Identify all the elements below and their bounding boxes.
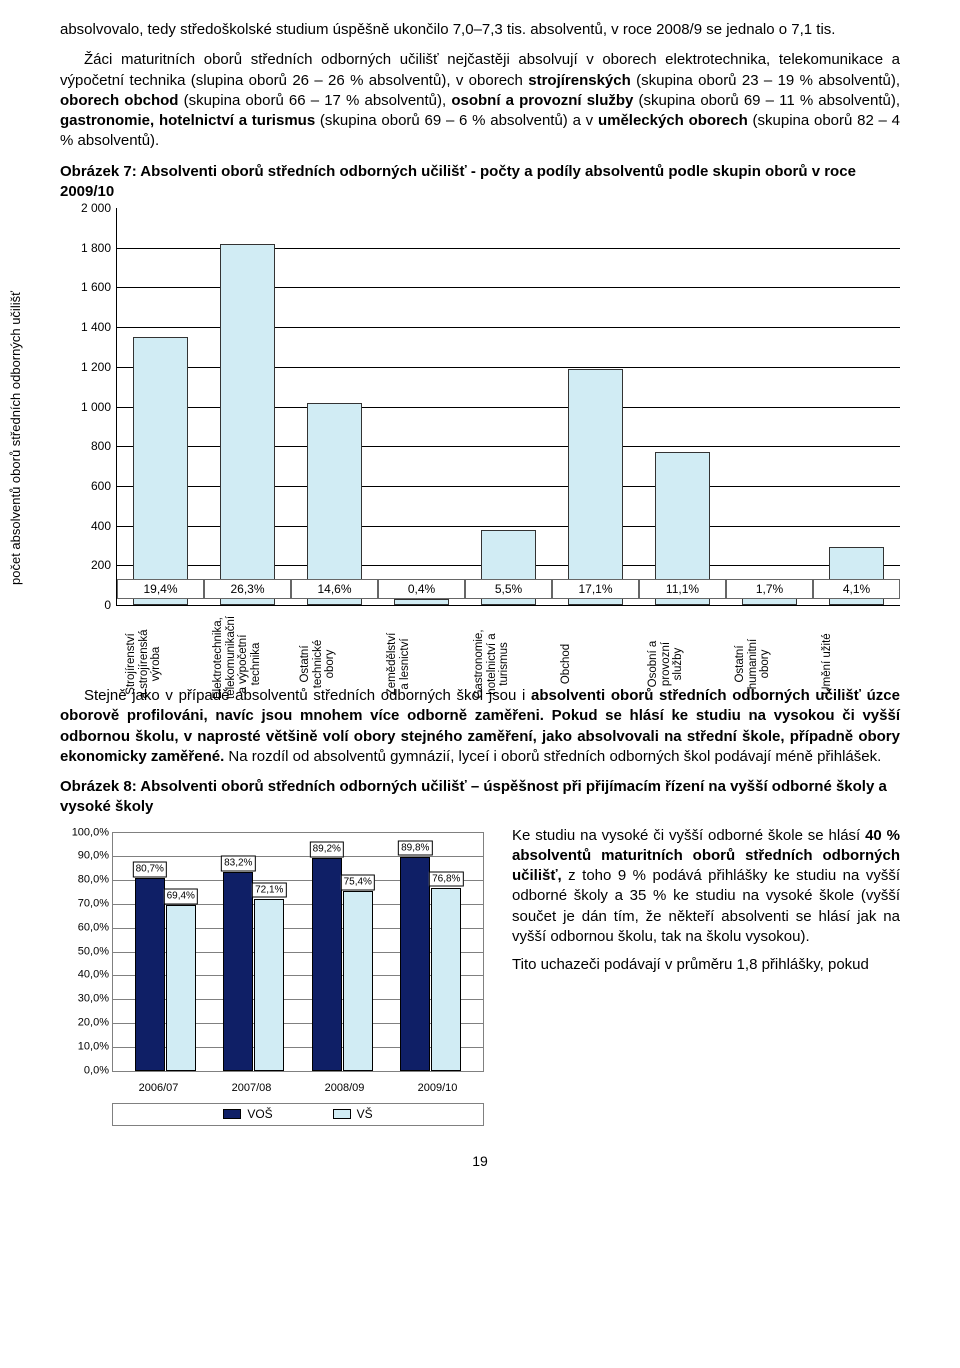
chart1-ytick: 1 400 bbox=[81, 319, 117, 335]
chart2-xlabel: 2006/07 bbox=[112, 1081, 205, 1096]
chart2-bar-vs: 69,4% bbox=[166, 905, 196, 1070]
chart2-xlabel: 2008/09 bbox=[298, 1081, 391, 1096]
text-bold: gastronomie, hotelnictví a turismus bbox=[60, 112, 315, 129]
chart2-ytick: 20,0% bbox=[78, 1015, 113, 1030]
right-column: Ke studiu na vysoké či vyšší odborné ško… bbox=[512, 826, 900, 1126]
text: absolvovalo, tedy středoškolské studium … bbox=[60, 21, 835, 38]
chart2-ytick: 50,0% bbox=[78, 944, 113, 959]
legend-vs: VŠ bbox=[357, 1106, 373, 1122]
chart2-bar-label: 89,8% bbox=[398, 840, 432, 856]
text-bold: osobní a provozní služby bbox=[451, 92, 633, 109]
chart1-ytick: 600 bbox=[91, 478, 117, 494]
text-bold: uměleckých oborech bbox=[598, 112, 748, 129]
chart2-ytick: 40,0% bbox=[78, 968, 113, 983]
chart2-bar-label: 75,4% bbox=[341, 875, 375, 891]
chart1-ytick: 1 600 bbox=[81, 279, 117, 295]
chart1-xlabel: Umění užité bbox=[821, 629, 834, 699]
chart1-xlabel: Zemědělství a lesnictví bbox=[386, 629, 411, 699]
chart2: 0,0% 10,0% 20,0% 30,0% 40,0% 50,0% 60,0% 70,0% 8… bbox=[60, 826, 490, 1126]
chart2-bar-vs: 72,1% bbox=[254, 899, 284, 1071]
text: (skupina oborů 69 – 11 % absolventů), bbox=[633, 92, 900, 109]
chart2-bar-label: 69,4% bbox=[164, 889, 198, 905]
chart1-xlabel: Ostatní technické obory bbox=[299, 629, 337, 699]
chart2-bar-vos: 80,7% bbox=[135, 878, 165, 1070]
chart1-bar bbox=[568, 369, 624, 605]
chart2-ytick: 80,0% bbox=[78, 873, 113, 888]
chart2-bar-vos: 89,8% bbox=[400, 857, 430, 1071]
chart1-bar bbox=[220, 244, 276, 605]
chart2-xlabel: 2009/10 bbox=[391, 1081, 484, 1096]
chart1-bar-label: 0,4% bbox=[378, 579, 465, 599]
text: Tito uchazeči podávají v průměru 1,8 při… bbox=[512, 956, 869, 973]
chart1-bar-label: 17,1% bbox=[552, 579, 639, 599]
text: (skupina oborů 66 – 17 % absolventů), bbox=[178, 92, 451, 109]
text-bold: oborech obchod bbox=[60, 92, 178, 109]
chart1-ytick: 1 200 bbox=[81, 359, 117, 375]
chart1-bar-label: 11,1% bbox=[639, 579, 726, 599]
text: Ke studiu na vysoké či vyšší odborné ško… bbox=[512, 827, 865, 844]
paragraph-1: absolvovalo, tedy středoškolské studium … bbox=[60, 20, 900, 40]
chart1-caption: Obrázek 7: Absolventi oborů středních od… bbox=[60, 162, 900, 203]
chart2-bar-label: 80,7% bbox=[133, 862, 167, 878]
chart2-ytick: 70,0% bbox=[78, 896, 113, 911]
chart2-bar-vos: 89,2% bbox=[312, 858, 342, 1070]
chart1-xlabel: Gastronomie, hotelnictví a turismus bbox=[473, 629, 511, 699]
chart1-bar bbox=[133, 337, 189, 605]
chart1-xlabel: Obchod bbox=[560, 629, 573, 699]
chart1-bar-label: 26,3% bbox=[204, 579, 291, 599]
chart1-ytick: 2 000 bbox=[81, 200, 117, 216]
chart1-ytick: 1 000 bbox=[81, 398, 117, 414]
chart1-ytick: 1 800 bbox=[81, 240, 117, 256]
text-bold: strojírenských bbox=[528, 72, 631, 89]
chart1: počet absolventů oborů středních odborný… bbox=[60, 208, 900, 668]
chart1-bar-label: 19,4% bbox=[117, 579, 204, 599]
chart2-ytick: 10,0% bbox=[78, 1039, 113, 1054]
page-number: 19 bbox=[60, 1152, 900, 1171]
chart2-ytick: 100,0% bbox=[72, 825, 113, 840]
chart2-caption: Obrázek 8: Absolventi oborů středních od… bbox=[60, 777, 900, 818]
chart2-ytick: 90,0% bbox=[78, 849, 113, 864]
chart2-bar-label: 72,1% bbox=[252, 882, 286, 898]
chart1-ytick: 800 bbox=[91, 438, 117, 454]
chart1-bar bbox=[394, 599, 450, 605]
chart2-ytick: 0,0% bbox=[84, 1063, 113, 1078]
chart2-ytick: 30,0% bbox=[78, 992, 113, 1007]
chart1-bar bbox=[307, 403, 363, 605]
chart1-ytick: 400 bbox=[91, 518, 117, 534]
text: z toho 9 % podává přihlášky ke studiu na… bbox=[512, 867, 900, 945]
text: (skupina oborů 23 – 19 % absolventů), bbox=[631, 72, 900, 89]
chart2-bar-vs: 76,8% bbox=[431, 888, 461, 1071]
text: Na rozdíl od absolventů gymnázií, lyceí … bbox=[224, 748, 881, 765]
text: (skupina oborů 69 – 6 % absolventů) a v bbox=[315, 112, 598, 129]
legend-vos: VOŠ bbox=[247, 1106, 272, 1122]
chart2-bar-label: 83,2% bbox=[221, 856, 255, 872]
chart2-bar-label: 76,8% bbox=[429, 871, 463, 887]
chart2-ytick: 60,0% bbox=[78, 920, 113, 935]
chart2-bar-vos: 83,2% bbox=[223, 872, 253, 1070]
chart1-xlabel: Strojírenství a strojírenská výroba bbox=[125, 629, 163, 699]
chart2-legend: VOŠ VŠ bbox=[112, 1103, 484, 1125]
chart1-bar-label: 4,1% bbox=[813, 579, 900, 599]
paragraph-2: Žáci maturitních oborů středních odborný… bbox=[60, 50, 900, 151]
chart1-ytick: 200 bbox=[91, 557, 117, 573]
chart1-ylabel: počet absolventů oborů středních odborný… bbox=[7, 291, 25, 585]
chart2-bar-vs: 75,4% bbox=[343, 891, 373, 1070]
chart1-bar-label: 14,6% bbox=[291, 579, 378, 599]
chart2-xlabel: 2007/08 bbox=[205, 1081, 298, 1096]
chart1-xlabel: Osobní a provozní služby bbox=[647, 629, 685, 699]
chart1-xlabel: Elektrotechnika, telekomunikační a výpoč… bbox=[212, 629, 263, 699]
chart1-xlabel: Ostatní humanitní obory bbox=[734, 629, 772, 699]
chart2-bar-label: 89,2% bbox=[310, 842, 344, 858]
chart1-bar-label: 1,7% bbox=[726, 579, 813, 599]
chart1-bar-label: 5,5% bbox=[465, 579, 552, 599]
